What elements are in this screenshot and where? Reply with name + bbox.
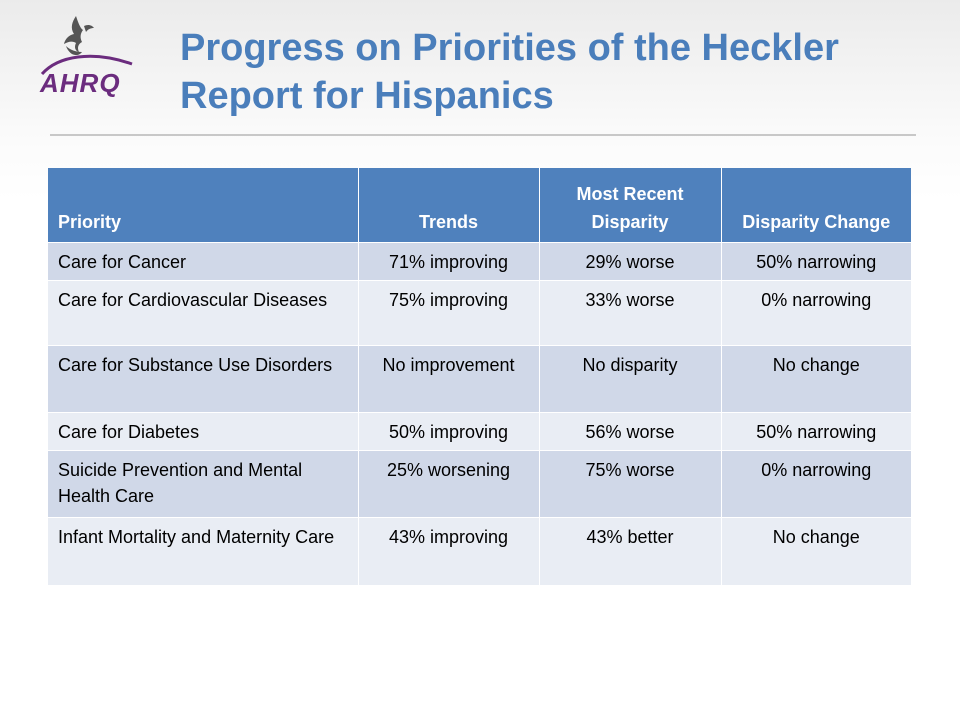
cell-disparity-change: 0% narrowing: [721, 450, 911, 518]
table-header-row: Priority Trends Most Recent Disparity Di…: [48, 168, 911, 243]
cell-disparity-change: No change: [721, 345, 911, 413]
table-row: Care for Cardiovascular Diseases 75% imp…: [48, 280, 911, 346]
cell-trends: 25% worsening: [358, 450, 540, 518]
cell-trends: 50% improving: [358, 412, 540, 451]
table-row: Care for Cancer 71% improving 29% worse …: [48, 242, 911, 281]
header-disparity-change: Disparity Change: [721, 168, 911, 243]
table-row: Infant Mortality and Maternity Care 43% …: [48, 517, 911, 585]
header-trends: Trends: [358, 168, 540, 243]
ahrq-logo: AHRQ: [39, 16, 133, 98]
cell-trends: 71% improving: [358, 242, 540, 281]
cell-disparity-change: 0% narrowing: [721, 280, 911, 346]
cell-disparity: 56% worse: [539, 412, 722, 451]
cell-disparity: 75% worse: [539, 450, 722, 518]
cell-priority: Infant Mortality and Maternity Care: [48, 517, 359, 585]
hhs-eagle-icon: [64, 16, 94, 56]
priorities-table: Priority Trends Most Recent Disparity Di…: [48, 168, 911, 585]
table-row: Care for Diabetes 50% improving 56% wors…: [48, 412, 911, 451]
cell-disparity: No disparity: [539, 345, 722, 413]
cell-trends: No improvement: [358, 345, 540, 413]
cell-disparity: 43% better: [539, 517, 722, 585]
cell-priority: Care for Diabetes: [48, 412, 359, 451]
header-priority: Priority: [48, 168, 359, 243]
cell-priority: Care for Cardiovascular Diseases: [48, 280, 359, 346]
cell-disparity-change: No change: [721, 517, 911, 585]
table-row: Suicide Prevention and Mental Health Car…: [48, 450, 911, 518]
header-most-recent-disparity: Most Recent Disparity: [539, 168, 722, 243]
cell-trends: 43% improving: [358, 517, 540, 585]
cell-priority: Suicide Prevention and Mental Health Car…: [48, 450, 359, 518]
cell-disparity: 33% worse: [539, 280, 722, 346]
slide-title: Progress on Priorities of the Heckler Re…: [180, 24, 940, 120]
cell-disparity-change: 50% narrowing: [721, 242, 911, 281]
slide-title-line-1: Progress on Priorities of the Heckler: [180, 27, 839, 69]
table-row: Care for Substance Use Disorders No impr…: [48, 345, 911, 413]
title-divider: [50, 134, 916, 136]
ahrq-logo-text: AHRQ: [39, 68, 121, 98]
slide-title-line-2: Report for Hispanics: [180, 75, 554, 117]
cell-disparity: 29% worse: [539, 242, 722, 281]
cell-priority: Care for Cancer: [48, 242, 359, 281]
cell-disparity-change: 50% narrowing: [721, 412, 911, 451]
cell-trends: 75% improving: [358, 280, 540, 346]
cell-priority: Care for Substance Use Disorders: [48, 345, 359, 413]
